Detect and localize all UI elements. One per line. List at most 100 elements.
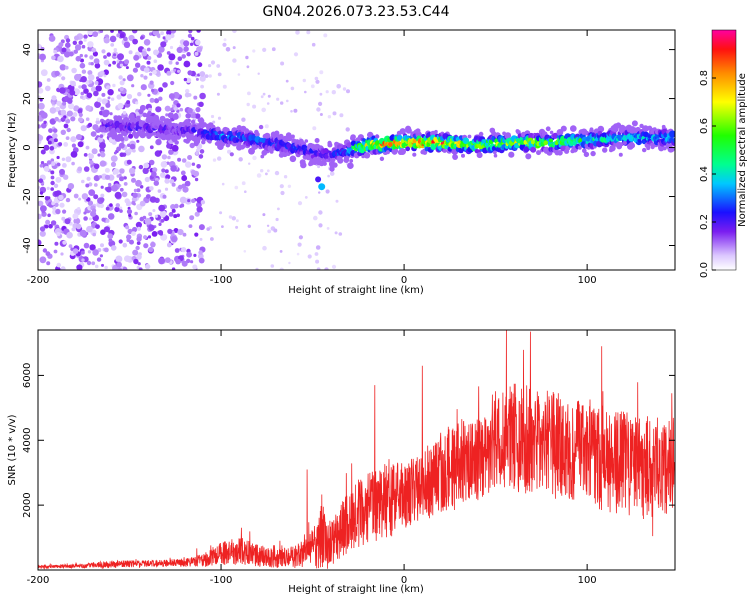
spectrum-cell [331, 157, 336, 162]
snr-panel: -200 -100 0 100 2000 4000 6000 Height of stra… [7, 329, 676, 595]
spectrum-cell [193, 95, 198, 100]
spectrum-cell [304, 139, 309, 143]
spectrum-cell [334, 231, 338, 235]
spectrum-cell [225, 47, 231, 52]
spectrum-cell [143, 39, 151, 46]
spectrum-cell [38, 102, 45, 110]
spectrum-cell [199, 237, 203, 241]
spectrum-cell [96, 117, 100, 121]
spectrum-cell [79, 53, 84, 58]
spectrum-cell [80, 250, 85, 255]
spectrum-cell [160, 161, 168, 168]
spectrum-cell [108, 182, 112, 187]
spectrum-cell [128, 167, 136, 175]
spectrum-cell [186, 52, 191, 57]
spectrum-cell [315, 259, 320, 264]
spectrum-cell [350, 134, 356, 140]
spectrum-cell [217, 72, 222, 77]
spectrum-cell [92, 249, 99, 256]
spectrum-cell [39, 164, 44, 168]
spectrum-cell [136, 236, 142, 242]
spectrum-cell [299, 151, 304, 156]
spectrum-cell [244, 190, 247, 193]
spectrum-cell [631, 120, 638, 127]
spectrum-cell [515, 129, 520, 134]
spectrum-cell [106, 52, 112, 57]
spectrum-cell [107, 89, 114, 96]
spectrum-cell [76, 264, 83, 270]
spectrum-cell [215, 126, 221, 132]
spectrum-cell [75, 223, 82, 230]
spectrum-cell [122, 78, 126, 82]
spectrum-cell [151, 231, 158, 237]
spectrum-cell [228, 215, 233, 219]
spectrum-cell [71, 67, 77, 74]
spectrum-cell [136, 115, 141, 121]
spectrum-cell [188, 30, 193, 34]
spectrum-cell [342, 144, 347, 149]
spectrum-cell [335, 199, 339, 203]
spectrum-cell [434, 129, 438, 134]
spectrum-cell [183, 60, 191, 68]
spectrum-cell [261, 107, 267, 113]
spectrum-cell [170, 80, 175, 86]
spectrum-cell [181, 54, 186, 59]
spectrum-cell [264, 124, 269, 129]
spectrum-cell [64, 51, 71, 58]
spectrum-cell [298, 235, 303, 240]
spectrum-cell [162, 82, 168, 88]
spectrum-cell [264, 132, 271, 139]
spectrum-cell [290, 86, 295, 91]
spectrum-cell [71, 143, 76, 148]
spectrum-cell [323, 33, 328, 38]
spectrum-cell [400, 148, 406, 154]
spectrum-cell [117, 267, 122, 270]
spectrum-cell [93, 183, 98, 187]
spectrum-cell [523, 146, 530, 153]
spectrogram-y-label: Frequency (Hz) [7, 112, 18, 188]
spectrum-cell [68, 244, 73, 249]
spectrum-cell [336, 155, 343, 162]
spectrum-cell [89, 55, 94, 60]
spectrum-cell [307, 254, 312, 259]
spectrum-cell [326, 227, 330, 230]
spectrum-cell [171, 236, 178, 243]
spectrum-cell [208, 64, 212, 68]
spectrum-cell [39, 256, 47, 264]
spectrum-cell [81, 84, 87, 90]
spectrum-cell [73, 193, 79, 199]
spectrum-cell [143, 75, 148, 80]
spectrum-cell [103, 37, 110, 44]
spectrum-cell [100, 243, 104, 248]
spectrum-cell [132, 249, 139, 256]
spectrum-cell [210, 60, 216, 65]
spectrum-cell [279, 267, 284, 270]
spectrum-cell [310, 84, 315, 89]
spectrum-cell [315, 176, 322, 183]
spectrum-cell [484, 142, 489, 147]
spectrum-cell [46, 78, 51, 82]
spectrum-cell [90, 131, 97, 137]
spectrum-cell [94, 63, 101, 69]
spectrum-cell [158, 96, 163, 101]
spectrum-cell [44, 224, 49, 229]
spectrum-cell [136, 188, 141, 193]
spectrum-cell [38, 124, 41, 129]
spectrum-cell [210, 237, 214, 241]
spectrum-cell [252, 104, 257, 109]
spectrum-cell [94, 264, 99, 269]
spectrum-cell [273, 228, 278, 233]
spectrum-cell [504, 132, 512, 139]
spectrum-cell [300, 161, 307, 169]
spectrum-cell [198, 101, 204, 108]
spectrum-cell [86, 92, 93, 99]
spectrum-cell [177, 184, 183, 190]
spectrum-cell [95, 224, 100, 230]
spectrum-cell [187, 155, 193, 160]
spectrum-cell [62, 209, 67, 214]
spectrum-cell [53, 249, 58, 254]
spectrum-cell [193, 170, 200, 177]
spectrum-cell [405, 125, 412, 132]
spectrum-cell [103, 55, 107, 59]
spectrum-cell [157, 230, 164, 236]
